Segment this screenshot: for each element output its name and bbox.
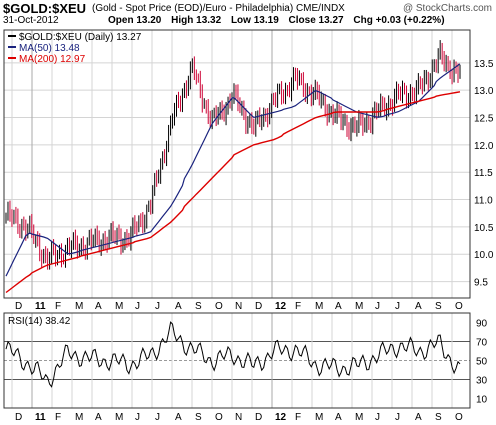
x-tick-label: 12 [275,412,287,423]
x-tick-label: J [155,412,160,423]
chart-ticker: $GOLD:$XEU [3,1,87,16]
price-bars [5,40,461,270]
x-tick-label: A [415,412,422,423]
x-tick-label: J [395,412,400,423]
x-tick-label: F [55,301,61,312]
x-tick-label: A [175,412,182,423]
x-tick-label: M [355,301,363,312]
x-tick-label: F [55,412,61,423]
chart-description: (Gold - Spot Price (EOD)/Euro - Philadel… [92,3,345,14]
x-tick-label: N [235,301,242,312]
x-tick-label: S [435,412,442,423]
x-tick-label: 11 [35,412,46,423]
price-tick-label: 10.0 [474,250,494,261]
rsi-tick-label: 70 [476,338,488,349]
x-tick-label: J [375,412,380,423]
rsi-tick-label: 50 [476,357,488,368]
legend-price: $GOLD:$XEU (Daily) 13.27 [19,32,142,43]
change-value: Chg +0.03 (+0.22%) [353,15,445,26]
x-tick-label: O [215,412,223,423]
x-tick-label: F [295,301,301,312]
rsi-grid [4,313,470,408]
chart-date: 31-Oct-2012 [3,15,59,26]
rsi-tick-label: 90 [476,319,488,330]
price-tick-label: 11.5 [474,168,493,179]
legend-ma50: MA(50) 13.48 [19,43,80,54]
x-tick-label: M [315,301,323,312]
x-tick-label: S [435,301,442,312]
x-tick-label: M [115,301,123,312]
open-value: Open 13.20 [108,15,162,26]
x-tick-label: F [295,412,301,423]
x-tick-label: D [15,301,22,312]
x-tick-label: A [175,301,182,312]
price-panel-frame [3,29,471,299]
x-tick-label: A [335,301,342,312]
x-tick-label: O [455,412,463,423]
watermark: @ StockCharts.com [402,3,492,14]
x-tick-label: J [135,412,140,423]
price-tick-label: 10.5 [474,223,494,234]
x-tick-label: S [195,301,202,312]
axis-labels: 9.5 10.0 10.5 11.0 11.5 12.0 12.5 13.0 13.5 10 30 5… [15,59,494,423]
x-tick-label: M [355,412,363,423]
x-tick-label: J [135,301,140,312]
x-tick-label: D [255,412,262,423]
x-tick-label: S [195,412,202,423]
x-tick-label: J [155,301,160,312]
price-tick-label: 11.0 [474,196,493,207]
ma50-line [5,63,461,277]
indicator-lines [5,63,461,388]
x-tick-label: A [95,412,102,423]
x-tick-label: M [75,301,83,312]
rsi-label: RSI(14) 38.42 [8,316,71,327]
x-tick-label: A [95,301,102,312]
high-value: High 13.32 [171,15,222,26]
rsi-line [5,321,461,388]
x-tick-label: 11 [35,301,46,312]
price-tick-label: 13.5 [474,59,494,70]
ohlc-readout: Open 13.20 High 13.32 Low 13.19 Close 13… [108,15,452,26]
price-tick-label: 12.0 [474,141,494,152]
x-tick-label: J [395,301,400,312]
x-tick-label: O [215,301,223,312]
x-tick-label: M [75,412,83,423]
price-tick-label: 13.0 [474,86,494,97]
ma200-line [5,91,461,294]
rsi-panel-frame [3,312,471,409]
rsi-tick-label: 30 [476,376,488,387]
x-tick-label: 12 [275,301,287,312]
low-value: Low 13.19 [230,15,279,26]
legend: $GOLD:$XEU (Daily) 13.27 MA(50) 13.48 MA… [8,32,142,65]
price-tick-label: 12.5 [474,114,494,125]
x-tick-label: M [315,412,323,423]
x-tick-label: O [455,301,463,312]
rsi-tick-label: 10 [476,395,488,406]
price-tick-label: 9.5 [474,278,488,289]
x-tick-label: A [415,301,422,312]
x-tick-label: M [115,412,123,423]
x-tick-label: J [375,301,380,312]
x-tick-label: D [255,301,262,312]
legend-ma200: MA(200) 12.97 [19,54,86,65]
x-tick-label: A [335,412,342,423]
close-value: Close 13.27 [288,15,344,26]
x-tick-label: D [15,412,22,423]
x-tick-label: N [235,412,242,423]
